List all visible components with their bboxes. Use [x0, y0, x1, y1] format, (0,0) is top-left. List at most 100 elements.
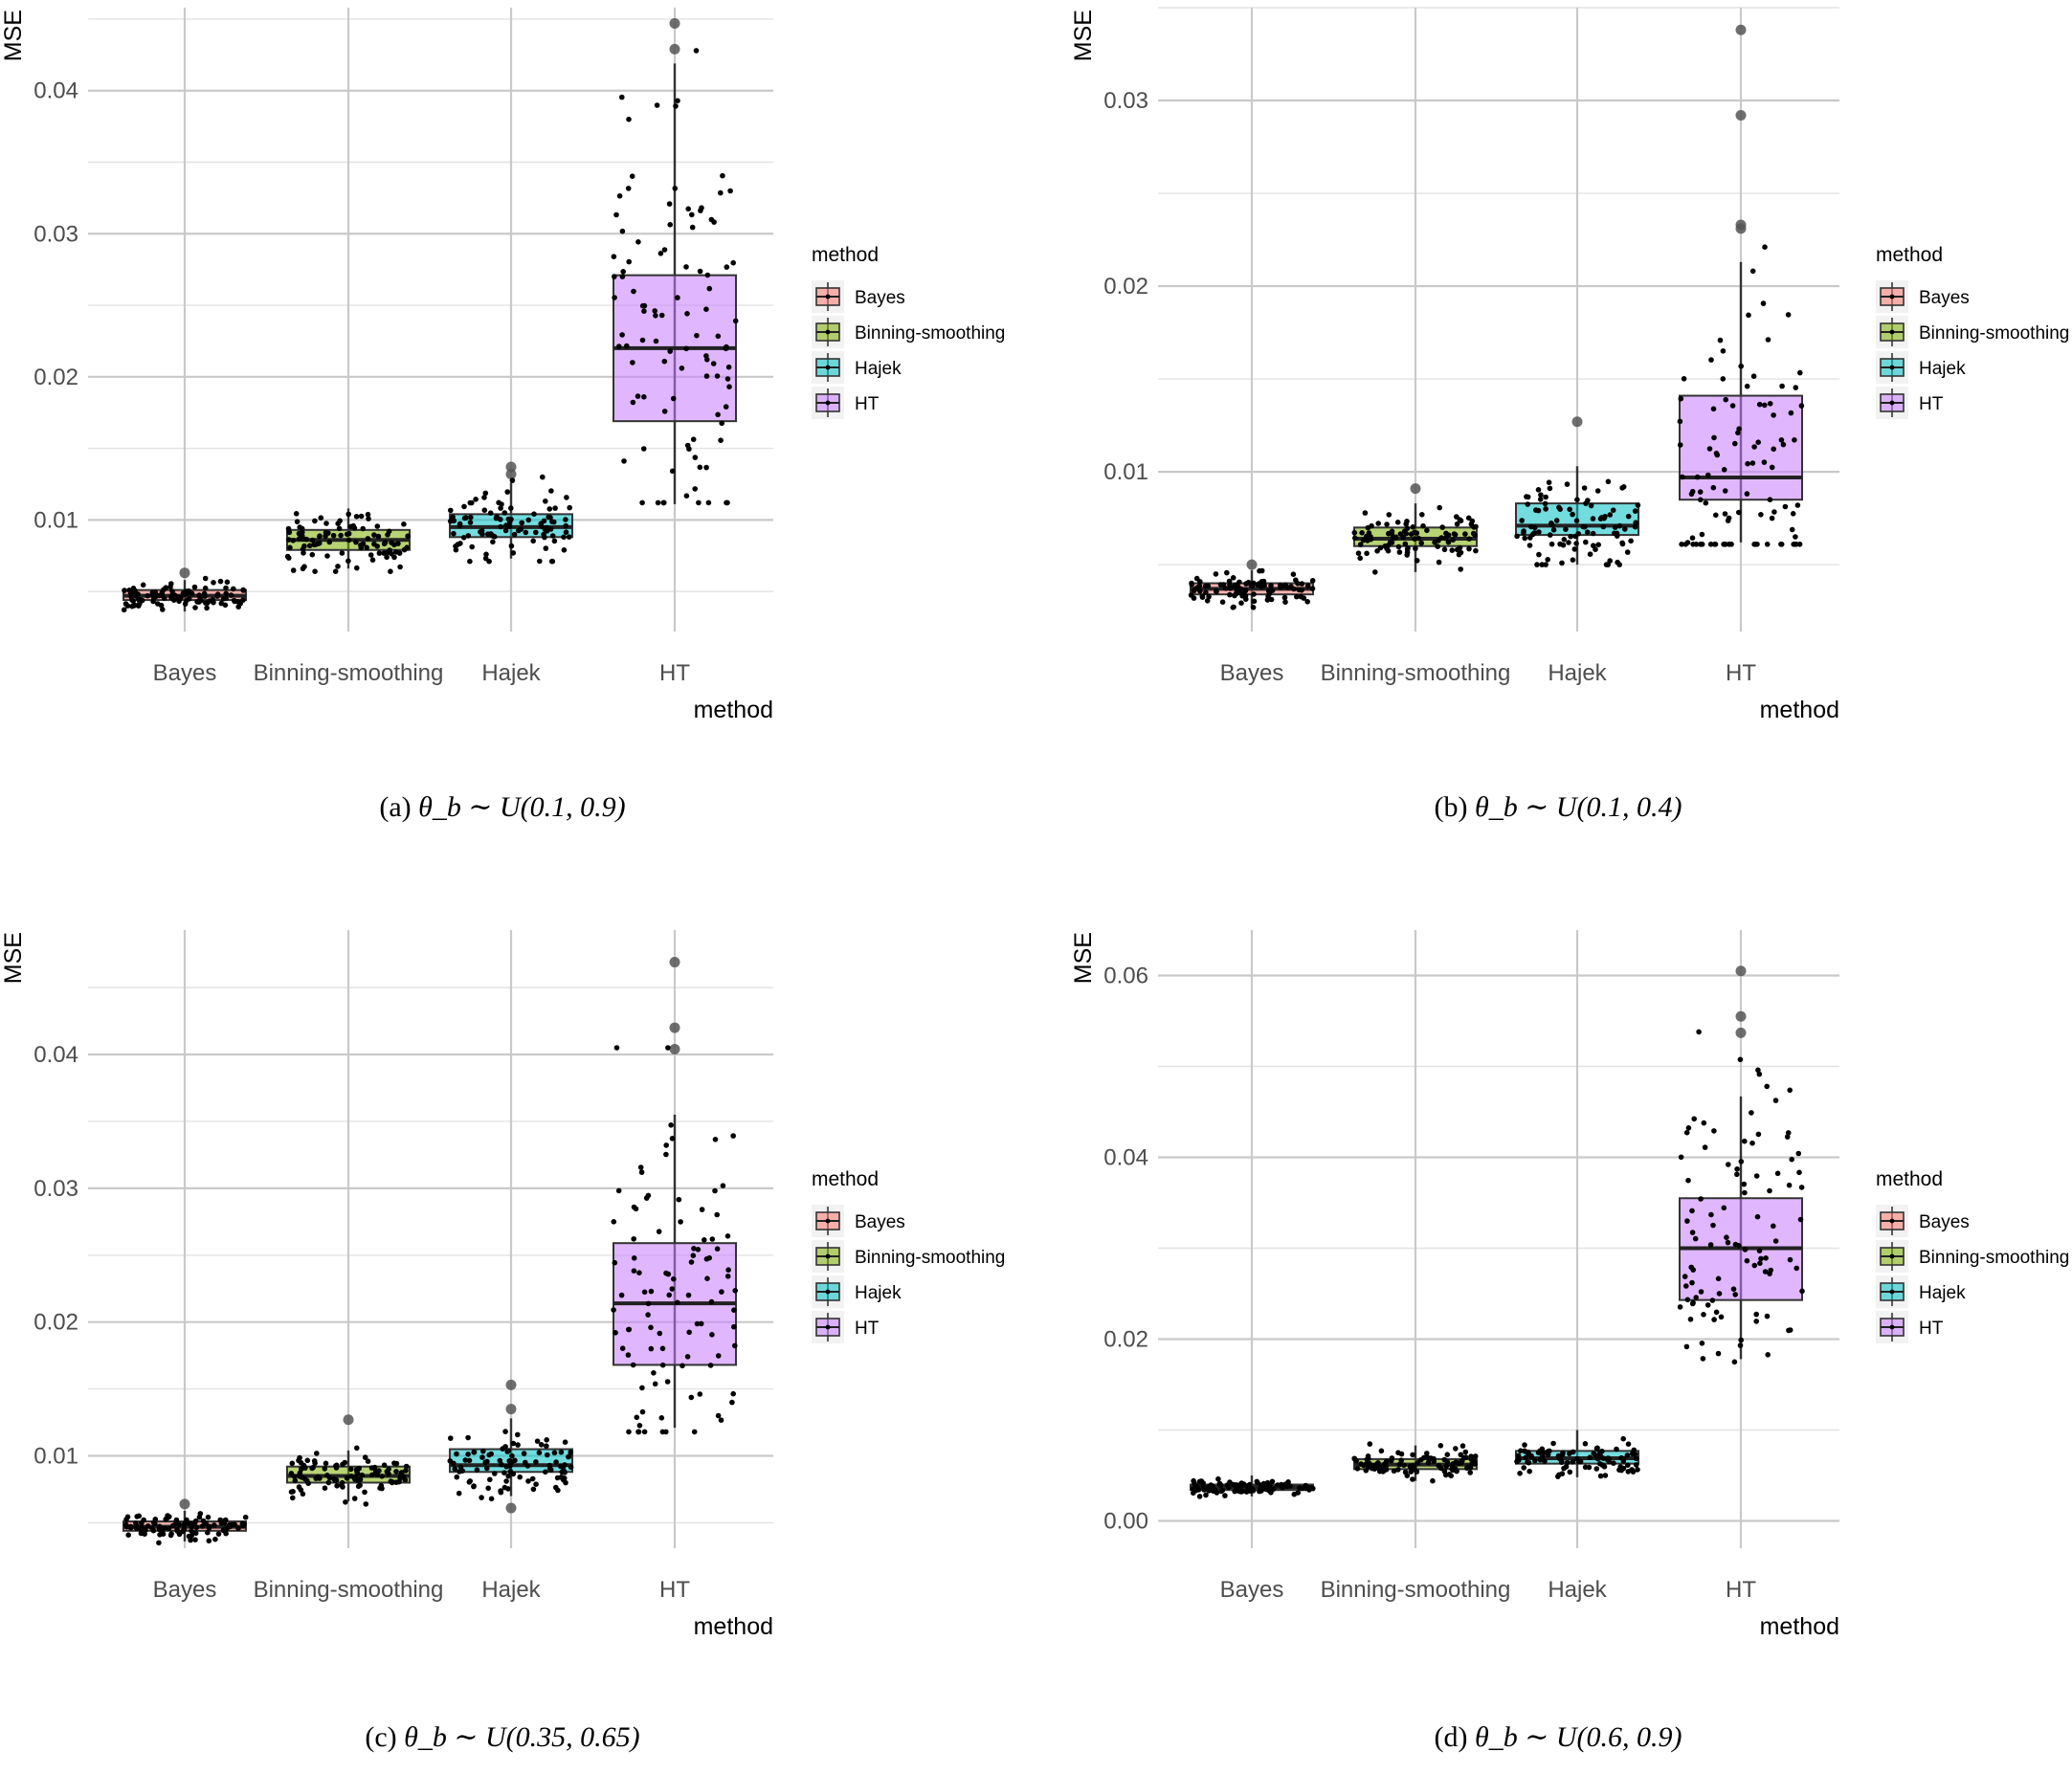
- data-point: [659, 1345, 666, 1352]
- data-point: [1607, 558, 1613, 564]
- data-point: [621, 458, 627, 464]
- data-point: [683, 493, 690, 499]
- data-point: [630, 1362, 636, 1368]
- data-point: [197, 1511, 204, 1517]
- data-point: [298, 534, 303, 541]
- data-point: [312, 568, 318, 574]
- data-point: [505, 1473, 511, 1479]
- data-point: [1364, 535, 1370, 541]
- data-point: [1533, 507, 1539, 513]
- data-point: [465, 1452, 471, 1457]
- data-point: [1594, 1445, 1600, 1452]
- data-point: [204, 605, 210, 611]
- data-point: [357, 1476, 364, 1483]
- y-tick-label: 0.01: [33, 1444, 78, 1470]
- data-point: [332, 568, 339, 574]
- data-point: [1767, 1187, 1772, 1194]
- legend: method Bayes Binning-smoothing Hajek HT: [812, 244, 1005, 419]
- legend-key-point: [825, 365, 831, 370]
- data-point: [485, 1485, 491, 1492]
- y-axis: 0.01 0.02 0.03 MSE: [1070, 10, 1148, 485]
- data-point: [547, 526, 554, 532]
- box-ht: [611, 17, 739, 506]
- jitter-points: [611, 48, 739, 506]
- data-point: [1782, 503, 1789, 510]
- data-point: [724, 499, 730, 506]
- data-point: [1189, 580, 1194, 587]
- data-point: [487, 1476, 493, 1483]
- data-point: [1749, 1140, 1755, 1146]
- legend-key-point: [825, 329, 831, 335]
- data-point: [294, 519, 301, 524]
- jitter-points: [1677, 1029, 1805, 1365]
- legend: method Bayes Binning-smoothing Hajek HT: [812, 1168, 1005, 1343]
- data-point: [1796, 1169, 1802, 1176]
- data-point: [1205, 583, 1212, 589]
- data-point: [391, 542, 397, 548]
- data-point: [1633, 1455, 1639, 1462]
- data-point: [1519, 518, 1525, 523]
- data-point: [659, 1362, 666, 1368]
- data-point: [335, 564, 341, 569]
- data-point: [1543, 506, 1548, 512]
- data-point: [538, 1442, 545, 1448]
- data-point: [708, 216, 715, 223]
- data-point: [1699, 531, 1705, 538]
- legend-item-ht: HT: [1876, 1311, 1944, 1343]
- data-point: [1620, 484, 1627, 490]
- data-point: [123, 1523, 130, 1530]
- data-point: [1587, 551, 1593, 557]
- data-point: [403, 1463, 410, 1470]
- data-point: [126, 588, 132, 593]
- legend-item-binning-smoothing: Binning-smoothing: [812, 1240, 1005, 1273]
- data-point: [288, 1471, 295, 1476]
- data-point: [612, 295, 617, 300]
- data-point: [1677, 442, 1683, 448]
- data-point: [1437, 504, 1442, 511]
- data-point: [163, 585, 168, 590]
- data-point: [1584, 529, 1591, 535]
- data-point: [619, 274, 626, 279]
- outlier-point: [343, 1414, 354, 1426]
- data-point: [312, 518, 318, 524]
- data-point: [611, 254, 617, 260]
- data-point: [641, 308, 647, 315]
- data-point: [1764, 542, 1771, 547]
- data-point: [1454, 546, 1460, 553]
- data-point: [1799, 1288, 1805, 1295]
- data-point: [1216, 1480, 1223, 1487]
- data-point: [639, 1408, 646, 1415]
- data-point: [525, 1478, 531, 1484]
- data-point: [1581, 485, 1588, 491]
- data-point: [1571, 546, 1578, 552]
- data-point: [337, 518, 344, 524]
- data-point: [354, 565, 360, 571]
- data-point: [1237, 579, 1242, 586]
- legend-key-point: [1889, 400, 1895, 406]
- data-point: [457, 541, 463, 546]
- grid-lines: [88, 930, 773, 1548]
- data-point: [169, 588, 175, 594]
- grid-lines: [1158, 7, 1839, 632]
- data-point: [1597, 1450, 1603, 1455]
- data-point: [724, 376, 731, 382]
- box-binning-smoothing: [286, 1414, 411, 1507]
- data-point: [714, 1211, 720, 1218]
- data-point: [1630, 1469, 1637, 1475]
- data-point: [336, 525, 343, 532]
- data-point: [1715, 1350, 1722, 1357]
- data-point: [484, 1465, 490, 1472]
- data-point: [1762, 1269, 1769, 1275]
- data-point: [497, 1457, 503, 1464]
- data-point: [1414, 558, 1420, 564]
- data-point: [1753, 1319, 1759, 1324]
- data-point: [393, 1460, 400, 1467]
- data-point: [368, 552, 374, 558]
- legend-label: Binning-smoothing: [855, 323, 1005, 344]
- data-point: [512, 1457, 518, 1464]
- x-tick-label: Bayes: [1220, 1577, 1284, 1603]
- data-point: [485, 531, 491, 537]
- data-point: [675, 295, 680, 300]
- chart-panel-b: 0.01 0.02 0.03 MSE Bayes Binning-smoothing Haj…: [1070, 7, 2069, 723]
- data-point: [1702, 1144, 1708, 1150]
